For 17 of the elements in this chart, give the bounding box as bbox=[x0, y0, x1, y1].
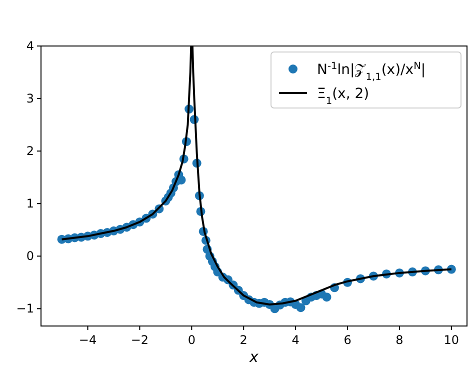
x-tick-label: 8 bbox=[396, 333, 404, 347]
x-tick-label: 2 bbox=[240, 333, 248, 347]
x-tick-label: 0 bbox=[188, 333, 196, 347]
x-axis-title: x bbox=[248, 348, 259, 366]
legend-label: N$^{-1}$ln|𝒵$_{1,1}$(x)/x$^{N}$| bbox=[317, 60, 426, 82]
x-tick-label: 6 bbox=[344, 333, 352, 347]
y-tick-label: 2 bbox=[26, 144, 34, 158]
x-tick-label: 10 bbox=[444, 333, 460, 347]
x-tick-label: −4 bbox=[78, 333, 97, 347]
x-tick-label: −2 bbox=[130, 333, 149, 347]
y-tick-label: 1 bbox=[26, 196, 34, 211]
legend-label: Ξ$_{1}$(x, 2) bbox=[317, 86, 370, 106]
x-tick-label: 4 bbox=[292, 333, 300, 347]
y-tick-label: −1 bbox=[16, 302, 34, 316]
y-tick-label: 4 bbox=[26, 39, 34, 53]
y-tick-label: 3 bbox=[26, 92, 34, 106]
y-tick-label: 0 bbox=[26, 249, 34, 264]
